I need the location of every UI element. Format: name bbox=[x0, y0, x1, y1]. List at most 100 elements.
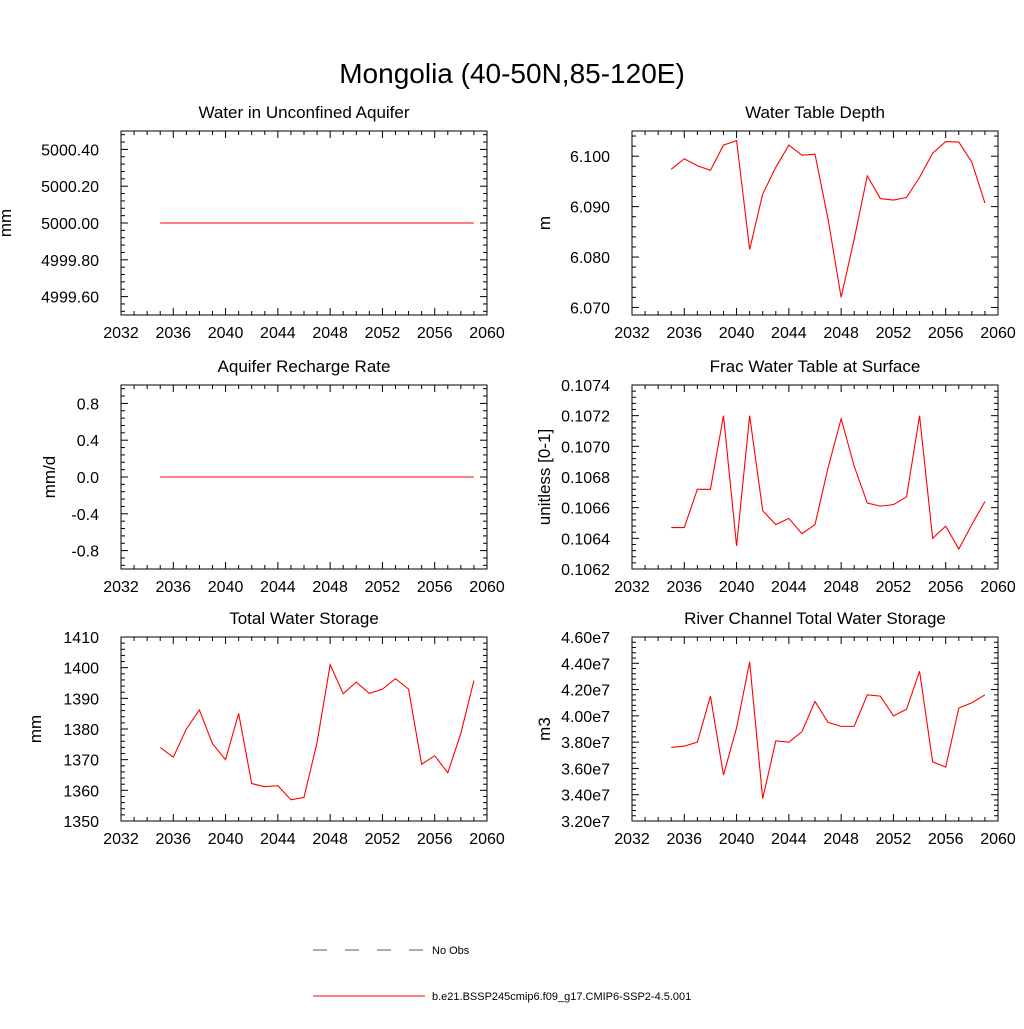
x-tick-label: 2048 bbox=[312, 325, 348, 342]
y-tick-label: 1370 bbox=[63, 753, 99, 770]
panel-2: Water Table Depth 2032 2036 2040 2044 2048 205… bbox=[535, 103, 1016, 342]
x-tick-label: 2060 bbox=[980, 325, 1016, 342]
y-tick-label: 3.80e7 bbox=[561, 735, 610, 752]
y-axis-label: unitless [0-1] bbox=[535, 429, 554, 525]
x-tick-label: 2048 bbox=[823, 579, 859, 596]
y-tick-label: 6.070 bbox=[570, 300, 610, 317]
y-tick-label: 5000.40 bbox=[41, 142, 99, 159]
x-tick-label: 2048 bbox=[823, 325, 859, 342]
x-tick-label: 2060 bbox=[980, 579, 1016, 596]
panel-title: Frac Water Table at Surface bbox=[710, 357, 921, 376]
y-tick-label: 1350 bbox=[63, 814, 99, 831]
series-line bbox=[159, 662, 475, 801]
plot-frame bbox=[631, 384, 999, 570]
x-tick-label: 2040 bbox=[719, 579, 755, 596]
x-tick-label: 2032 bbox=[614, 579, 650, 596]
x-tick-label: 2052 bbox=[365, 325, 401, 342]
y-tick-label: 0.1062 bbox=[561, 562, 610, 579]
panel-6: River Channel Total Water Storage 2032 203… bbox=[535, 609, 1016, 848]
y-axis-label: mm/d bbox=[40, 456, 59, 499]
x-tick-label: 2044 bbox=[771, 325, 807, 342]
x-tick-label: 2052 bbox=[876, 325, 912, 342]
panel-1: Water in Unconfined Aquifer 2032 2036 2040 2… bbox=[0, 103, 505, 342]
x-tick-label: 2036 bbox=[155, 325, 191, 342]
y-tick-label: 0.1074 bbox=[561, 378, 610, 395]
x-tick-label: 2036 bbox=[666, 831, 702, 848]
x-tick-label: 2048 bbox=[312, 579, 348, 596]
y-tick-label: 0.0 bbox=[77, 470, 99, 487]
plot-frame bbox=[631, 636, 999, 822]
y-tick-label: 1400 bbox=[63, 661, 99, 678]
x-tick-label: 2044 bbox=[771, 831, 807, 848]
y-tick-label: 3.40e7 bbox=[561, 788, 610, 805]
x-tick-label: 2040 bbox=[719, 325, 755, 342]
x-tick-label: 2040 bbox=[208, 325, 244, 342]
x-tick-label: 2032 bbox=[614, 831, 650, 848]
y-tick-label: 5000.00 bbox=[41, 216, 99, 233]
x-tick-label: 2036 bbox=[155, 831, 191, 848]
x-tick-label: 2044 bbox=[260, 325, 296, 342]
panel-title: Aquifer Recharge Rate bbox=[218, 357, 391, 376]
x-tick-label: 2040 bbox=[208, 831, 244, 848]
y-tick-label: -0.8 bbox=[71, 544, 99, 561]
x-tick-label: 2060 bbox=[469, 579, 505, 596]
x-tick-label: 2056 bbox=[417, 579, 453, 596]
panel-4: Frac Water Table at Surface 2032 2036 2040 2… bbox=[535, 357, 1016, 596]
x-tick-label: 2036 bbox=[666, 325, 702, 342]
y-tick-label: 1360 bbox=[63, 783, 99, 800]
y-tick-label: 4.00e7 bbox=[561, 709, 610, 726]
x-tick-label: 2060 bbox=[469, 325, 505, 342]
y-tick-label: -0.4 bbox=[71, 507, 99, 524]
y-tick-label: 5000.20 bbox=[41, 179, 99, 196]
legend: No Obs b.e21.BSSP245cmip6.f09_g17.CMIP6-… bbox=[313, 945, 691, 1003]
x-tick-label: 2032 bbox=[103, 831, 139, 848]
panel-3: Aquifer Recharge Rate 2032 2036 2040 2044 204… bbox=[40, 357, 505, 596]
y-tick-label: 0.8 bbox=[77, 396, 99, 413]
x-tick-label: 2040 bbox=[208, 579, 244, 596]
y-tick-label: 4.60e7 bbox=[561, 630, 610, 647]
panels: Water in Unconfined Aquifer 2032 2036 2040 2… bbox=[0, 103, 1016, 848]
x-tick-label: 2032 bbox=[103, 325, 139, 342]
x-tick-label: 2052 bbox=[876, 831, 912, 848]
x-tick-label: 2044 bbox=[260, 831, 296, 848]
series-line bbox=[671, 661, 986, 799]
panel-title: Water Table Depth bbox=[745, 103, 885, 122]
x-tick-label: 2032 bbox=[614, 325, 650, 342]
y-tick-label: 4999.60 bbox=[41, 290, 99, 307]
x-tick-label: 2060 bbox=[469, 831, 505, 848]
y-tick-label: 6.090 bbox=[570, 200, 610, 217]
x-tick-label: 2052 bbox=[876, 579, 912, 596]
series-line bbox=[671, 415, 986, 551]
figure-title: Mongolia (40-50N,85-120E) bbox=[339, 58, 685, 89]
y-tick-label: 6.100 bbox=[570, 149, 610, 166]
panel-title: Water in Unconfined Aquifer bbox=[198, 103, 409, 122]
x-tick-label: 2048 bbox=[823, 831, 859, 848]
panel-title: Total Water Storage bbox=[229, 609, 379, 628]
x-tick-label: 2052 bbox=[365, 831, 401, 848]
x-tick-label: 2056 bbox=[928, 831, 964, 848]
x-tick-label: 2032 bbox=[103, 579, 139, 596]
panel-5: Total Water Storage 2032 2036 2040 2044 2048 2… bbox=[26, 609, 505, 848]
panel-title: River Channel Total Water Storage bbox=[684, 609, 946, 628]
y-tick-label: 0.1066 bbox=[561, 501, 610, 518]
legend-label-no-obs: No Obs bbox=[432, 945, 470, 957]
y-tick-label: 6.080 bbox=[570, 250, 610, 267]
x-tick-label: 2044 bbox=[260, 579, 296, 596]
legend-label-model: b.e21.BSSP245cmip6.f09_g17.CMIP6-SSP2-4.… bbox=[432, 991, 691, 1003]
y-tick-label: 0.1068 bbox=[561, 470, 610, 487]
y-axis-label: m3 bbox=[535, 717, 554, 741]
x-tick-label: 2036 bbox=[666, 579, 702, 596]
x-tick-label: 2052 bbox=[365, 579, 401, 596]
x-tick-label: 2056 bbox=[928, 579, 964, 596]
x-tick-label: 2040 bbox=[719, 831, 755, 848]
series-line bbox=[670, 139, 986, 298]
y-tick-label: 4999.80 bbox=[41, 253, 99, 270]
x-tick-label: 2056 bbox=[928, 325, 964, 342]
plot-frame bbox=[120, 636, 488, 822]
y-tick-label: 0.1070 bbox=[561, 439, 610, 456]
y-tick-label: 4.20e7 bbox=[561, 683, 610, 700]
y-tick-label: 3.60e7 bbox=[561, 761, 610, 778]
x-tick-label: 2036 bbox=[155, 579, 191, 596]
